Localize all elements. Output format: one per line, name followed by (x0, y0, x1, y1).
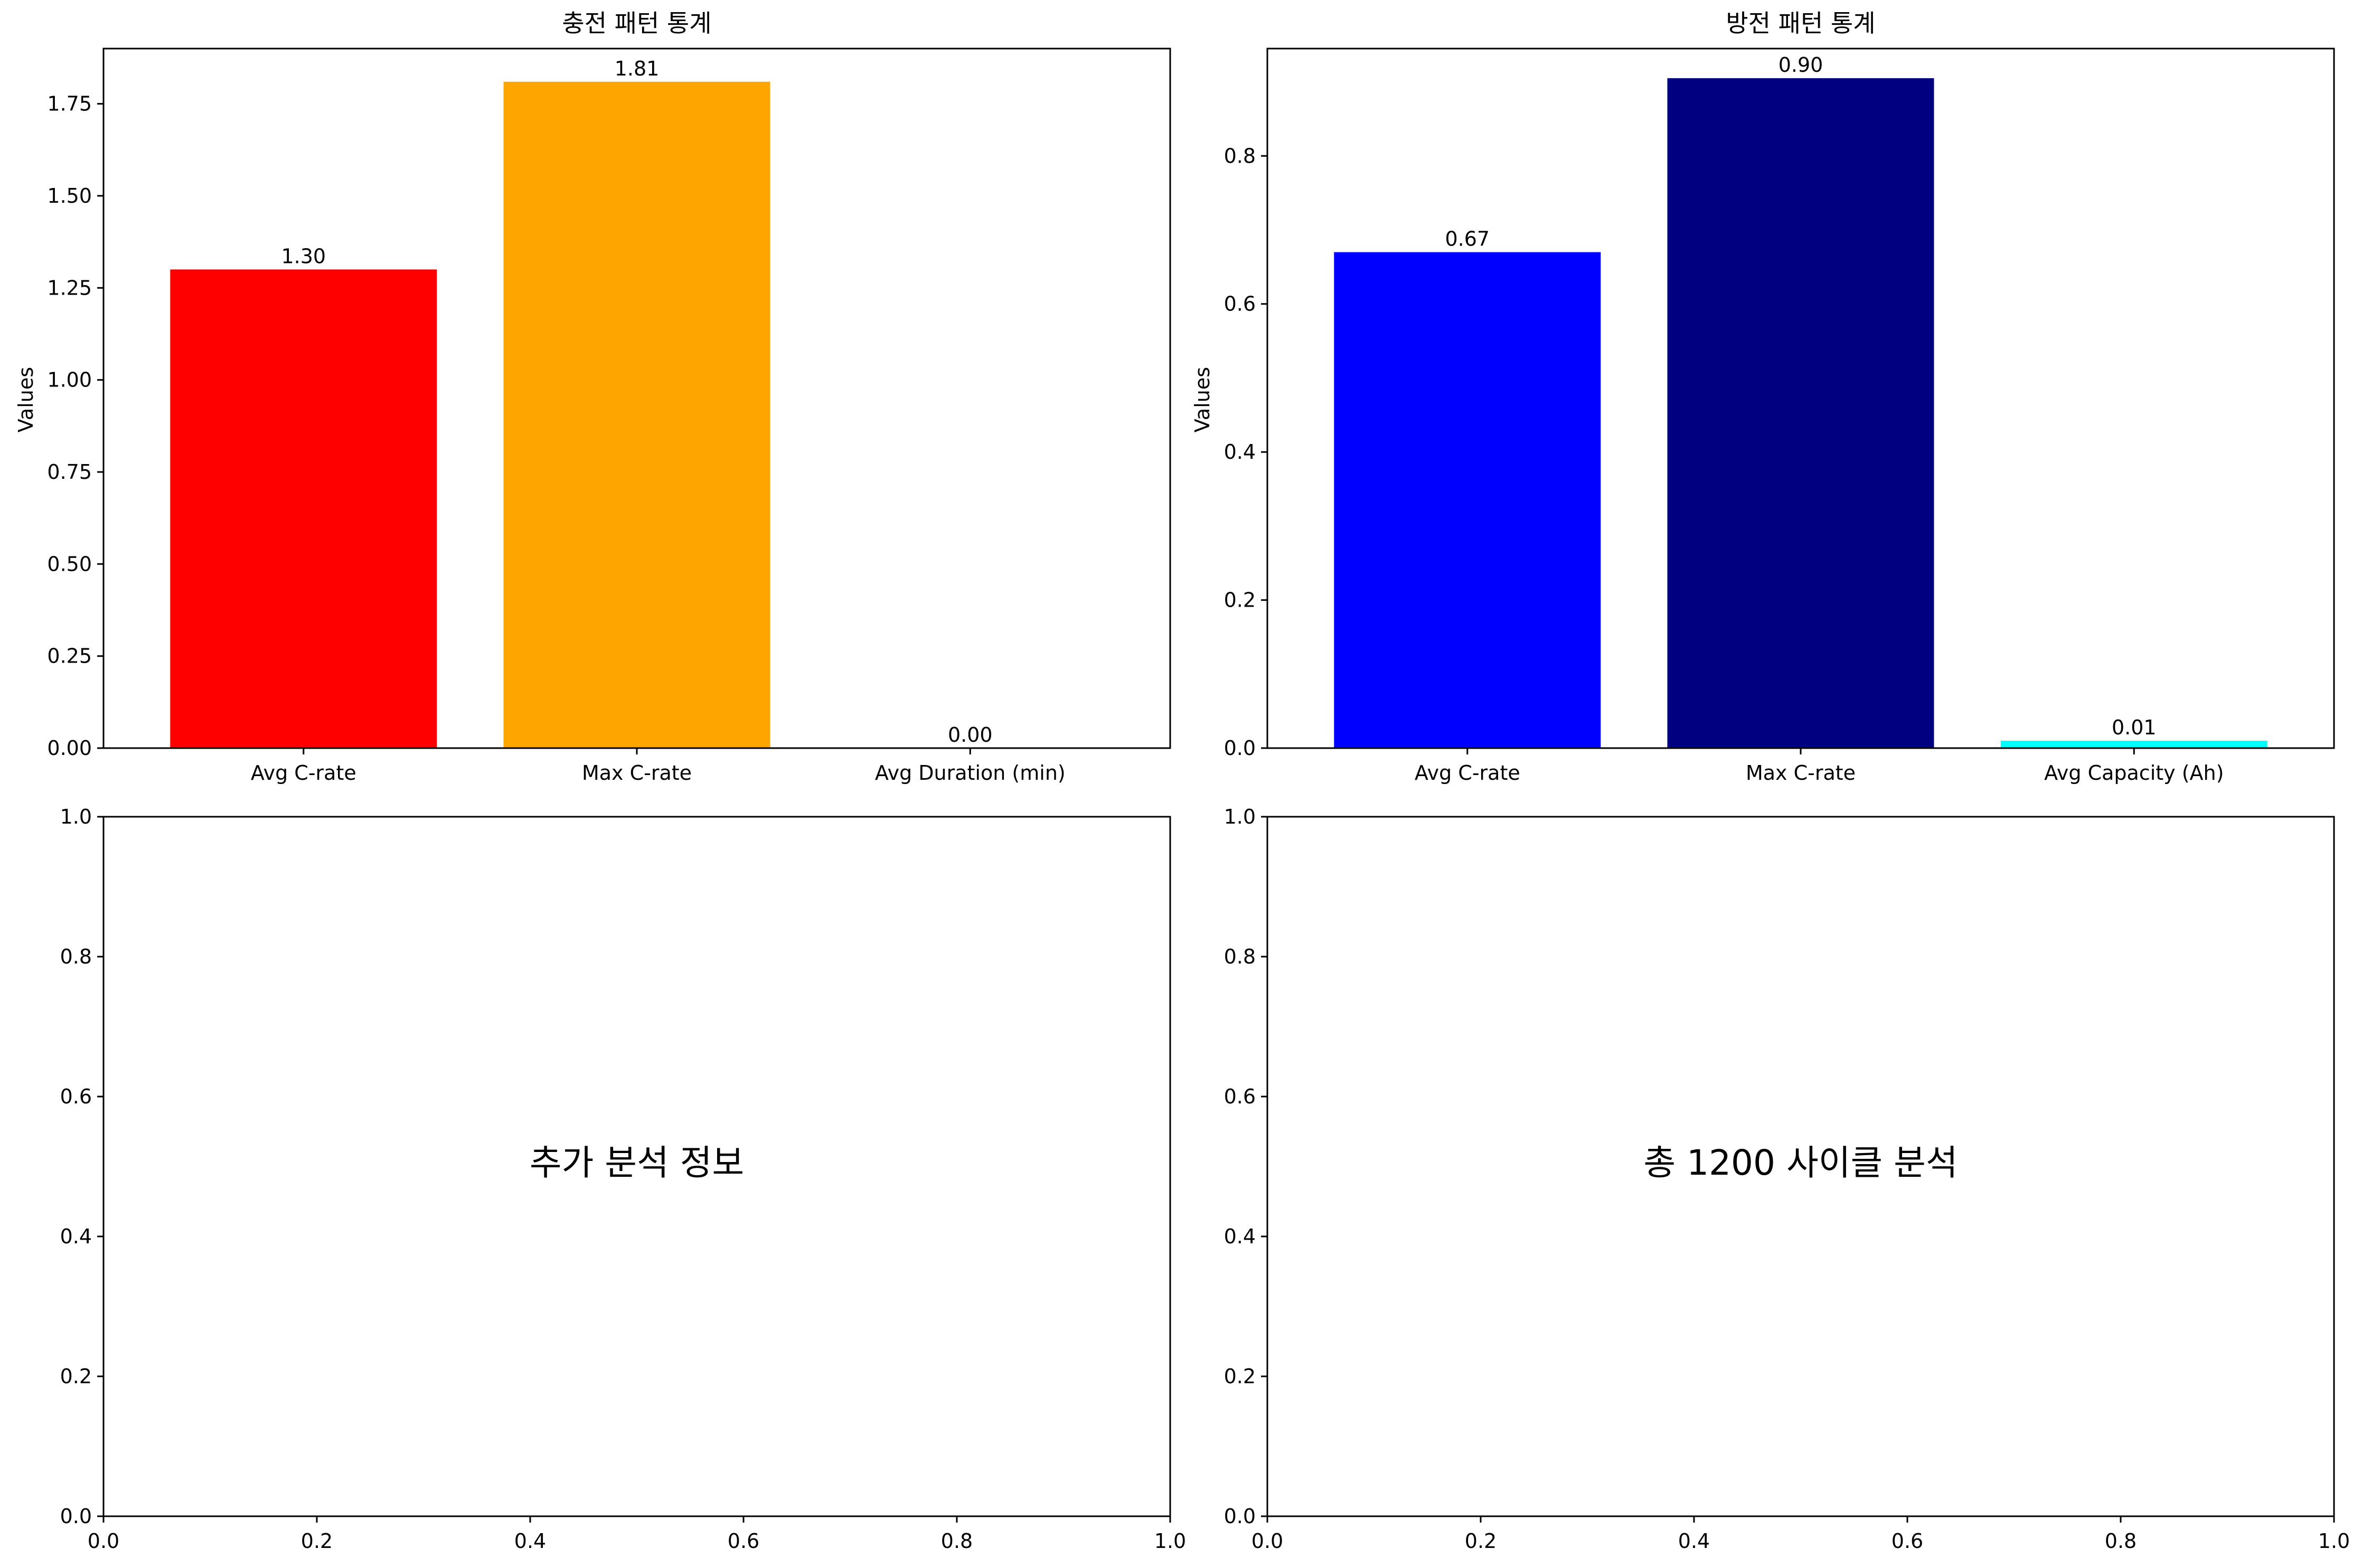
cycle-summary-xtick-label: 0.6 (1892, 1529, 1923, 1553)
additional-info-xtick-label: 1.0 (1154, 1529, 1186, 1553)
charge-stats-ytick-label: 1.50 (47, 184, 92, 207)
additional-info-xtick-label: 0.4 (514, 1529, 546, 1553)
additional-info-ytick-label: 0.4 (60, 1225, 92, 1248)
discharge-stats-data-label: 0.67 (1445, 228, 1490, 251)
cycle-summary-ytick-label: 0.4 (1224, 1225, 1256, 1248)
charge-stats-bar (503, 81, 770, 748)
cycle-summary-ytick-label: 0.0 (1224, 1505, 1256, 1528)
cycle-summary-xtick-label: 0.8 (2105, 1529, 2137, 1553)
charge-stats-data-label: 1.81 (615, 57, 660, 80)
cycle-summary-axes-frame (1266, 816, 2335, 1517)
charge-stats-ytick-label: 0.25 (47, 645, 92, 668)
cycle-summary-xtick-label: 0.2 (1465, 1529, 1497, 1553)
cycle-summary-ytick-label: 0.2 (1224, 1365, 1256, 1388)
discharge-stats-xtick-label: Avg Capacity (Ah) (2044, 761, 2224, 785)
additional-info-panel: 추가 분석 정보 0.0 0.2 0.4 0.6 0.8 1.0 0.0 0.2 0.4 0.6 0… (60, 805, 1187, 1553)
additional-info-axes-frame (102, 816, 1171, 1517)
discharge-stats-bar (2000, 741, 2267, 748)
additional-info-ytick-label: 1.0 (60, 805, 92, 828)
charge-stats-panel: 충전 패턴 통계 Values 1.30 Avg C-rate 1.81 Max C-… (14, 9, 1171, 785)
cycle-summary-ytick-label: 1.0 (1224, 805, 1256, 828)
discharge-stats-bar (1667, 78, 1934, 749)
cycle-summary-ytick-label: 0.6 (1224, 1085, 1256, 1108)
discharge-stats-ytick-label: 0.6 (1224, 292, 1256, 316)
cycle-summary-xtick-label: 0.0 (1251, 1529, 1283, 1553)
charge-stats-xtick-label: Avg C-rate (251, 761, 356, 785)
charge-stats-ytick-label: 1.00 (47, 369, 92, 392)
additional-info-xtick-label: 0.6 (728, 1529, 759, 1553)
additional-info-ytick-label: 0.0 (60, 1505, 92, 1528)
charge-stats-xtick-label: Max C-rate (582, 761, 692, 785)
charge-stats-axes-frame (102, 48, 1171, 749)
charge-stats-data-label: 1.30 (281, 244, 326, 268)
charge-stats-ytick-label: 1.25 (47, 276, 92, 299)
discharge-stats-ytick-label: 0.8 (1224, 144, 1256, 167)
charge-stats-ytick-label: 0.00 (47, 736, 92, 760)
discharge-stats-title: 방전 패턴 통계 (1726, 9, 1875, 37)
discharge-stats-data-label: 0.90 (1778, 53, 1823, 77)
cycle-summary-ytick-label: 0.8 (1224, 945, 1256, 968)
discharge-stats-ytick-label: 0.4 (1224, 440, 1256, 464)
discharge-stats-panel: 방전 패턴 통계 Values 0.67 Avg C-rate 0.90 Max C-… (1191, 9, 2335, 785)
additional-info-text: 추가 분석 정보 (530, 1142, 744, 1183)
additional-info-ytick-label: 0.8 (60, 945, 92, 968)
cycle-summary-xtick-label: 1.0 (2318, 1529, 2350, 1553)
cycle-summary-panel: 총 1200 사이클 분석 0.0 0.2 0.4 0.6 0.8 1.0 0.0 0.2 0.… (1224, 805, 2350, 1553)
discharge-stats-ytick-label: 0.0 (1224, 736, 1256, 760)
discharge-stats-xtick-label: Avg C-rate (1415, 761, 1520, 785)
charge-stats-ytick-label: 0.50 (47, 552, 92, 575)
discharge-stats-ytick-label: 0.2 (1224, 589, 1256, 612)
charge-stats-title: 충전 패턴 통계 (562, 9, 711, 37)
charge-stats-xtick-label: Avg Duration (min) (875, 761, 1066, 785)
charge-stats-ytick-label: 1.75 (47, 92, 92, 116)
additional-info-ytick-label: 0.6 (60, 1085, 92, 1108)
charge-stats-bar (170, 269, 437, 748)
charge-stats-ytick-label: 0.75 (47, 460, 92, 484)
cycle-summary-text: 총 1200 사이클 분석 (1643, 1142, 1958, 1183)
charge-stats-ylabel: Values (14, 367, 37, 432)
discharge-stats-axes-frame (1266, 48, 2335, 749)
additional-info-xtick-label: 0.8 (941, 1529, 973, 1553)
discharge-stats-bar (1334, 252, 1601, 749)
discharge-stats-xtick-label: Max C-rate (1746, 761, 1856, 785)
additional-info-xtick-label: 0.2 (301, 1529, 333, 1553)
discharge-stats-ylabel: Values (1191, 367, 1214, 432)
discharge-stats-data-label: 0.01 (2112, 716, 2157, 739)
charge-stats-data-label: 0.00 (948, 723, 993, 747)
additional-info-ytick-label: 0.2 (60, 1365, 92, 1388)
cycle-summary-xtick-label: 0.4 (1678, 1529, 1710, 1553)
additional-info-xtick-label: 0.0 (88, 1529, 119, 1553)
